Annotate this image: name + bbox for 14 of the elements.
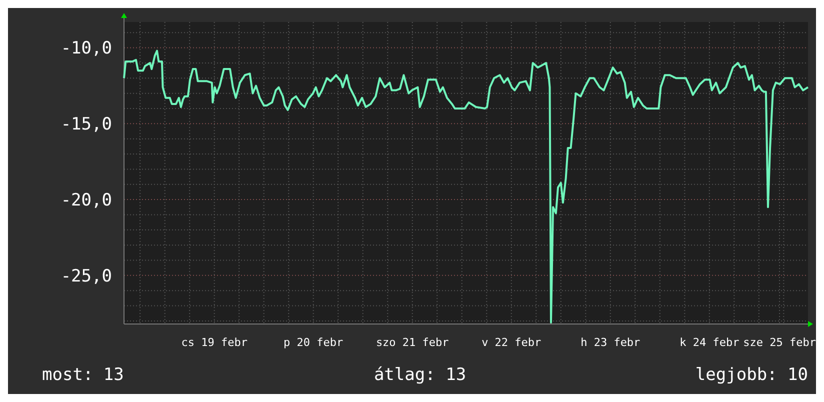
text: átlag: 13 — [374, 365, 466, 385]
text: legjobb: 10 — [695, 365, 808, 385]
x-tick-label: szo 21 febr — [376, 336, 450, 349]
x-tick-label: k 24 febr — [680, 336, 740, 349]
text: most: 13 — [42, 365, 124, 385]
y-tick-label: -15,0 — [60, 114, 112, 135]
x-tick-label: cs 19 febr — [181, 336, 248, 349]
y-tick-label: -10,0 — [60, 38, 112, 59]
x-tick-label: p 20 febr — [284, 336, 344, 349]
x-tick-label: v 22 febr — [482, 336, 542, 349]
x-tick-label: h 23 febr — [580, 336, 641, 349]
x-tick-label: sze 25 febr — [743, 336, 816, 349]
y-tick-label: -25,0 — [60, 266, 112, 286]
y-tick-label: -20,0 — [60, 190, 112, 211]
